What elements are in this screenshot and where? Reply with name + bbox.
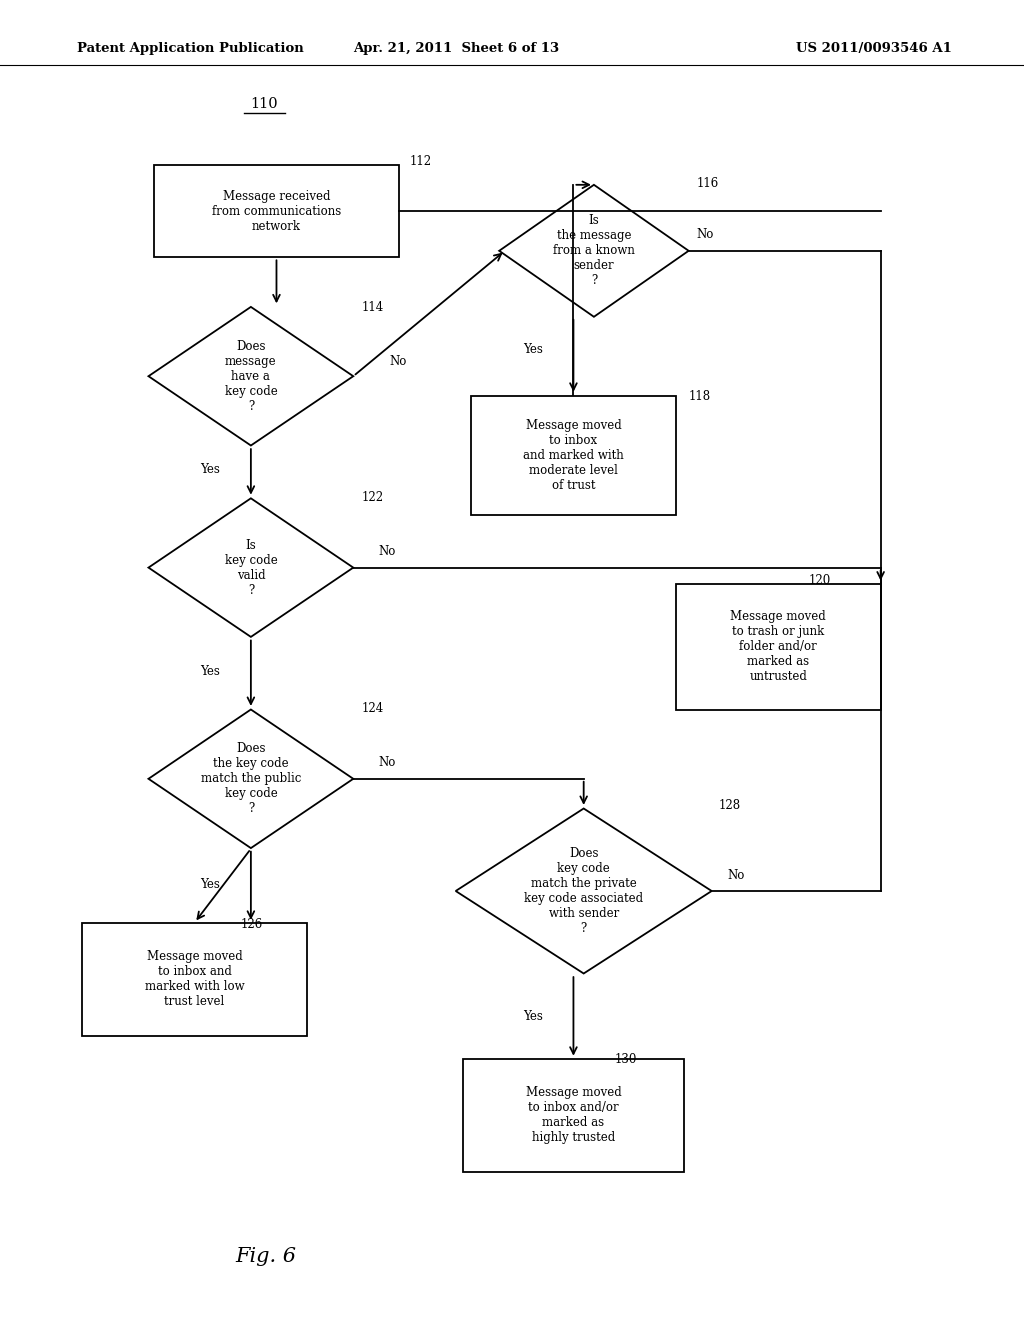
Text: Message moved
to inbox and/or
marked as
highly trusted: Message moved to inbox and/or marked as …: [525, 1086, 622, 1144]
Text: Patent Application Publication: Patent Application Publication: [77, 42, 303, 54]
Text: No: No: [389, 355, 407, 368]
Text: Yes: Yes: [201, 463, 220, 477]
Text: Is
key code
valid
?: Is key code valid ?: [224, 539, 278, 597]
Text: 114: 114: [361, 301, 384, 314]
Text: 130: 130: [614, 1053, 637, 1067]
Text: Yes: Yes: [201, 878, 220, 891]
Polygon shape: [148, 308, 353, 446]
Text: Message moved
to trash or junk
folder and/or
marked as
untrusted: Message moved to trash or junk folder an…: [730, 610, 826, 684]
Text: 124: 124: [361, 702, 384, 715]
Text: 128: 128: [719, 799, 741, 812]
Text: 126: 126: [241, 917, 263, 931]
Text: Message moved
to inbox
and marked with
moderate level
of trust: Message moved to inbox and marked with m…: [523, 418, 624, 492]
Text: 112: 112: [410, 154, 432, 168]
Text: Does
the key code
match the public
key code
?: Does the key code match the public key c…: [201, 742, 301, 816]
FancyBboxPatch shape: [82, 924, 307, 1035]
Text: Fig. 6: Fig. 6: [236, 1247, 297, 1266]
Text: No: No: [696, 228, 714, 242]
Text: Yes: Yes: [523, 1010, 543, 1023]
FancyBboxPatch shape: [154, 165, 399, 257]
Text: Does
key code
match the private
key code associated
with sender
?: Does key code match the private key code…: [524, 847, 643, 935]
Text: No: No: [379, 545, 396, 558]
Polygon shape: [499, 185, 688, 317]
Text: 116: 116: [696, 177, 719, 190]
Text: Does
message
have a
key code
?: Does message have a key code ?: [224, 339, 278, 413]
Text: US 2011/0093546 A1: US 2011/0093546 A1: [797, 42, 952, 54]
Text: 110: 110: [251, 96, 278, 111]
Text: 118: 118: [688, 389, 711, 403]
Text: Apr. 21, 2011  Sheet 6 of 13: Apr. 21, 2011 Sheet 6 of 13: [352, 42, 559, 54]
FancyBboxPatch shape: [464, 1059, 684, 1172]
Polygon shape: [456, 808, 712, 974]
Text: 120: 120: [809, 574, 831, 587]
Text: Yes: Yes: [523, 343, 543, 356]
Text: Is
the message
from a known
sender
?: Is the message from a known sender ?: [553, 214, 635, 288]
Polygon shape: [148, 499, 353, 638]
Text: No: No: [379, 756, 396, 770]
FancyBboxPatch shape: [471, 396, 676, 515]
Text: Yes: Yes: [201, 665, 220, 678]
Polygon shape: [148, 710, 353, 849]
FancyBboxPatch shape: [676, 583, 881, 710]
Text: Message moved
to inbox and
marked with low
trust level: Message moved to inbox and marked with l…: [144, 950, 245, 1008]
Text: Message received
from communications
network: Message received from communications net…: [212, 190, 341, 232]
Text: 122: 122: [361, 491, 384, 504]
Text: No: No: [727, 869, 744, 882]
